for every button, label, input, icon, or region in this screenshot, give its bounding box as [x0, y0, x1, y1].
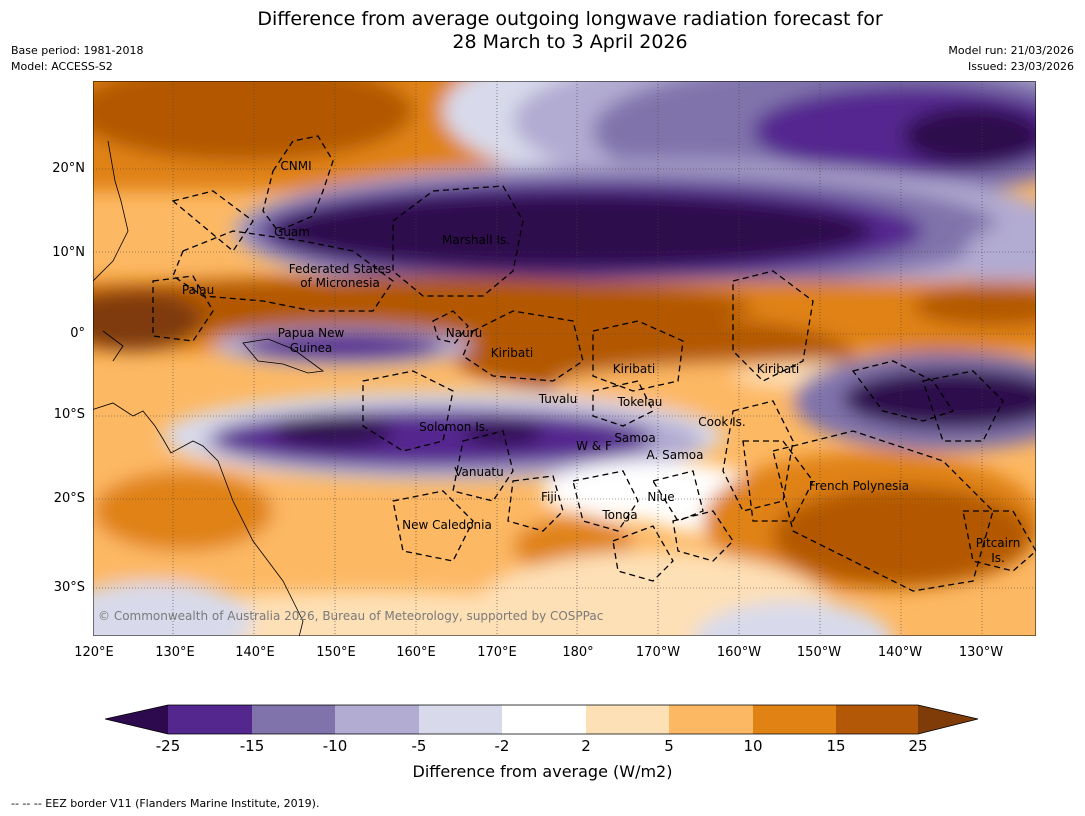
- place-label: New Caledonia: [392, 518, 502, 532]
- colorbar-segment: [586, 705, 669, 734]
- place-label: Papua New: [268, 326, 354, 340]
- colorbar-segment: [252, 705, 335, 734]
- colorbar-segment: [502, 705, 586, 734]
- title-line-1: Difference from average outgoing longwav…: [0, 8, 1085, 31]
- place-label: Kiribati: [748, 362, 808, 376]
- place-label: Pitcairn: [968, 536, 1028, 550]
- meta-left: Base period: 1981-2018 Model: ACCESS-S2: [11, 43, 143, 75]
- colorbar-svg: [105, 704, 980, 736]
- meta-right: Model run: 21/03/2026 Issued: 23/03/2026: [948, 43, 1074, 75]
- model-run-label: Model run: 21/03/2026: [948, 43, 1074, 59]
- place-label: of Micronesia: [270, 276, 410, 290]
- place-label: Tokelau: [610, 395, 670, 409]
- place-label: Cook Is.: [690, 415, 754, 429]
- colorbar-segment: [753, 705, 836, 734]
- colorbar-arrow-high: [918, 705, 978, 734]
- colorbar-label: 2: [556, 737, 616, 755]
- colorbar-segment: [168, 705, 252, 734]
- colorbar-label: -25: [138, 737, 198, 755]
- colorbar: [105, 704, 980, 740]
- place-label: Fiji: [534, 490, 564, 504]
- colorbar-label: 10: [723, 737, 783, 755]
- colorbar-title: Difference from average (W/m2): [0, 762, 1085, 781]
- place-label: Guam: [266, 225, 318, 239]
- place-label: CNMI: [270, 159, 322, 173]
- place-label: Vanuatu: [446, 465, 512, 479]
- colorbar-segment: [669, 705, 753, 734]
- chart-title: Difference from average outgoing longwav…: [0, 8, 1085, 54]
- x-tick-label: 140°W: [870, 645, 930, 660]
- place-label: Palau: [172, 283, 224, 297]
- base-period-label: Base period: 1981-2018: [11, 43, 143, 59]
- colorbar-label: -2: [472, 737, 532, 755]
- y-tick-label: 20°S: [0, 491, 85, 506]
- y-tick-label: 10°S: [0, 407, 85, 422]
- x-tick-label: 180°: [548, 645, 608, 660]
- place-label: French Polynesia: [796, 479, 922, 493]
- title-line-2: 28 March to 3 April 2026: [0, 31, 1085, 54]
- olr-anomaly-map: [93, 81, 1036, 636]
- eez-footnote: -- -- -- EEZ border V11 (Flanders Marine…: [11, 797, 319, 810]
- y-tick-label: 0°: [0, 326, 85, 341]
- x-tick-label: 140°E: [225, 645, 285, 660]
- copyright-notice: © Commonwealth of Australia 2026, Bureau…: [98, 609, 603, 623]
- place-label: Tonga: [594, 508, 646, 522]
- colorbar-label: -10: [305, 737, 365, 755]
- colorbar-label: -5: [389, 737, 449, 755]
- place-label: Kiribati: [604, 362, 664, 376]
- x-tick-label: 170°W: [628, 645, 688, 660]
- map-canvas: [93, 81, 1036, 636]
- colorbar-segment: [419, 705, 502, 734]
- place-label: Federated States: [270, 262, 410, 276]
- place-label: Guinea: [268, 341, 354, 355]
- x-tick-label: 150°W: [789, 645, 849, 660]
- place-label: Nauru: [438, 326, 490, 340]
- x-tick-label: 130°W: [951, 645, 1011, 660]
- place-label: Solomon Is.: [412, 420, 496, 434]
- x-tick-label: 150°E: [306, 645, 366, 660]
- x-tick-label: 160°E: [386, 645, 446, 660]
- x-tick-label: 130°E: [145, 645, 205, 660]
- model-label: Model: ACCESS-S2: [11, 59, 143, 75]
- colorbar-label: 15: [806, 737, 866, 755]
- colorbar-arrow-low: [105, 705, 168, 734]
- y-tick-label: 30°S: [0, 580, 85, 595]
- place-label: Is.: [968, 551, 1028, 565]
- place-label: Tuvalu: [528, 392, 588, 406]
- x-tick-label: 120°E: [64, 645, 124, 660]
- place-label: Marshall Is.: [430, 233, 522, 247]
- place-label: Kiribati: [482, 346, 542, 360]
- colorbar-segment: [836, 705, 918, 734]
- y-tick-label: 20°N: [0, 161, 85, 176]
- colorbar-label: -15: [222, 737, 282, 755]
- colorbar-label: 5: [639, 737, 699, 755]
- issued-label: Issued: 23/03/2026: [948, 59, 1074, 75]
- place-label: Niue: [643, 490, 679, 504]
- colorbar-label: 25: [888, 737, 948, 755]
- place-label: Samoa: [610, 431, 660, 445]
- colorbar-segment: [335, 705, 419, 734]
- x-tick-label: 160°W: [709, 645, 769, 660]
- y-tick-label: 10°N: [0, 245, 85, 260]
- place-label: A. Samoa: [642, 448, 708, 462]
- x-tick-label: 170°E: [467, 645, 527, 660]
